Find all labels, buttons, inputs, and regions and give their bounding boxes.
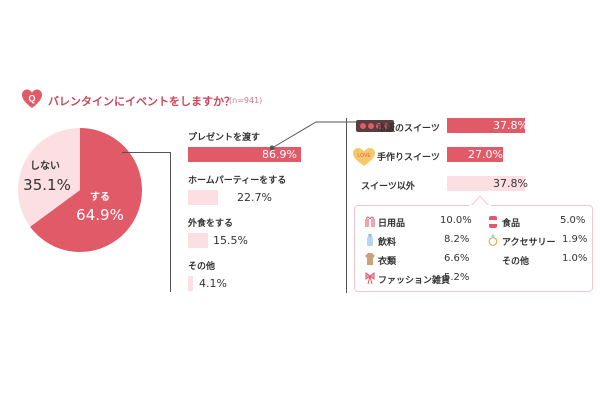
breakdown-label-fashion: ファッション雑貨	[378, 276, 451, 286]
gift-box-icon	[365, 216, 375, 227]
q-badge-text: Q	[28, 94, 35, 104]
event-value-present: 86.9%	[262, 148, 297, 161]
sweets-bar-non-sweets	[447, 176, 525, 191]
breakdown-value-drinks: 8.2%	[444, 234, 470, 245]
non-sweets-breakdown	[354, 205, 593, 292]
sweets-label-non-sweets: スイーツ以外	[361, 182, 415, 192]
pie-label-yes: する	[90, 191, 110, 203]
question-title: バレンタインにイベントをしますか？	[48, 95, 235, 108]
event-value-other: 4.1%	[199, 277, 227, 290]
sweets-bar-homemade	[447, 147, 503, 162]
event-bar-dining	[188, 233, 209, 248]
divider-line-2	[346, 118, 347, 293]
connector-line-2	[270, 121, 358, 150]
ribbon-icon	[365, 272, 375, 284]
event-bar-party	[188, 190, 218, 205]
love-text: LOVE	[357, 153, 371, 159]
ring-icon	[488, 234, 498, 246]
can-icon	[489, 216, 497, 228]
q-heart-icon: Q	[22, 89, 42, 108]
event-label-present: プレゼントを渡す	[188, 133, 261, 143]
breakdown-label-food: 食品	[502, 219, 521, 229]
breakdown-value-daily: 10.0%	[440, 215, 472, 226]
sweets-label-homemade: 手作りスイーツ	[377, 153, 440, 163]
breakdown-label-clothes: 衣類	[378, 257, 397, 267]
event-label-party: ホームパーティーをする	[188, 176, 287, 186]
sweets-value-non-sweets: 37.8%	[493, 177, 528, 190]
sample-size: (n=941)	[229, 96, 263, 105]
event-label-other: その他	[188, 262, 216, 272]
breakdown-value-clothes: 6.6%	[444, 253, 470, 264]
event-bar-present	[188, 147, 301, 162]
callout-gap	[469, 205, 491, 207]
pie-label-no: しない	[30, 160, 60, 172]
pie-value-yes: 64.9%	[76, 206, 124, 224]
event-value-dining: 15.5%	[213, 234, 248, 247]
breakdown-value-accessory: 1.9%	[562, 234, 588, 245]
event-label-dining: 外食をする	[188, 219, 234, 229]
bottle-icon	[367, 234, 373, 246]
chocolate-box-icon	[356, 120, 394, 132]
pie-chart: しない 35.1% する 64.9%	[18, 128, 142, 252]
event-bar-other	[188, 276, 194, 291]
sweets-value-homemade: 27.0%	[468, 148, 503, 161]
breakdown-label-drinks: 飲料	[378, 238, 397, 248]
breakdown-value-food: 5.0%	[560, 215, 586, 226]
callout-pointer	[470, 195, 490, 206]
event-value-party: 22.7%	[237, 191, 272, 204]
connector-line	[122, 152, 170, 153]
pie-slice-no	[18, 128, 80, 227]
sweets-label-store: 市販のスイーツ	[377, 124, 440, 134]
breakdown-label-other: その他	[502, 257, 530, 267]
heart-cookie-icon: LOVE	[353, 148, 375, 166]
sweets-value-store: 37.8%	[493, 119, 528, 132]
breakdown-label-accessory: アクセサリー	[502, 238, 556, 248]
pie-slice-yes	[30, 128, 142, 252]
divider-line	[170, 152, 171, 292]
breakdown-value-fashion: 5.2%	[444, 272, 470, 283]
breakdown-label-daily: 日用品	[378, 219, 406, 229]
pie-value-no: 35.1%	[23, 176, 71, 194]
clothes-icon	[365, 253, 375, 265]
breakdown-value-other: 1.0%	[562, 253, 588, 264]
sweets-bar-store	[447, 118, 525, 133]
